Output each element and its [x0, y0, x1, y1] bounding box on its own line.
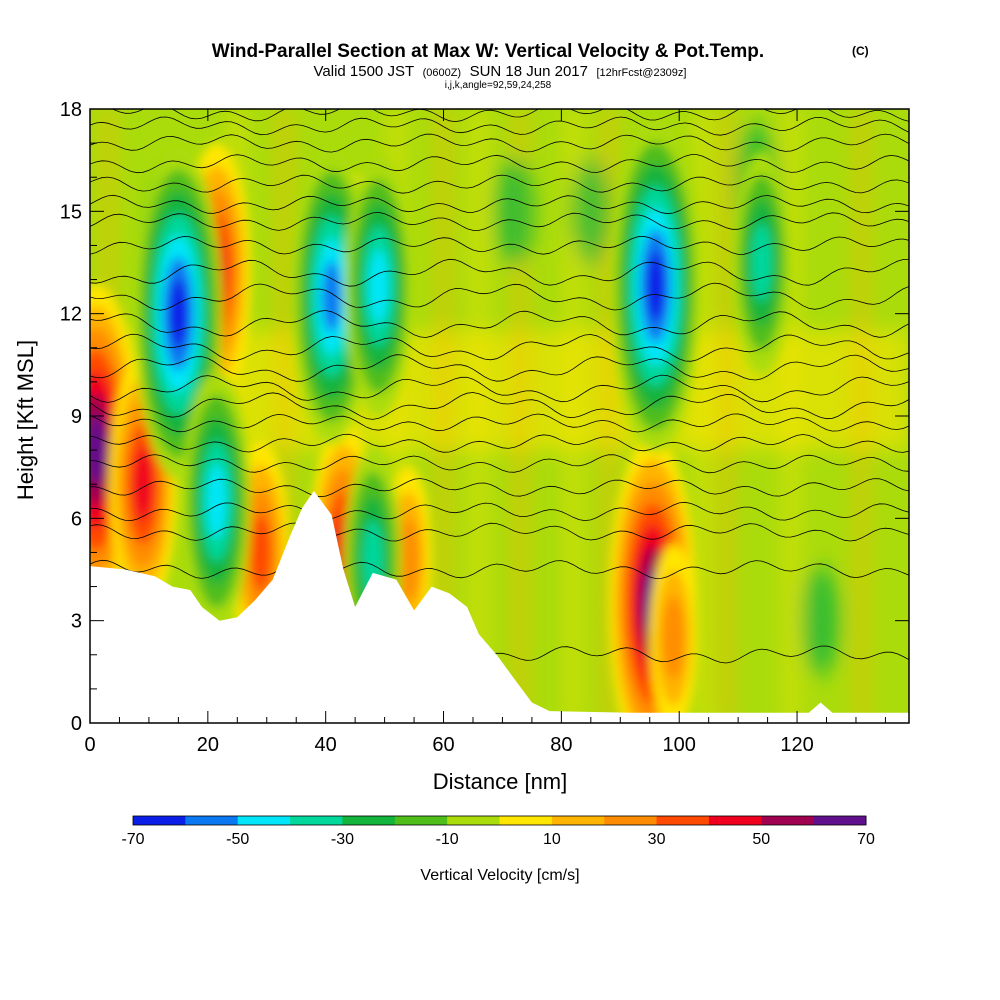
x-tick-label: 20 — [197, 734, 219, 756]
colorbar-swatch — [761, 816, 815, 825]
colorbar-tick-label: 70 — [857, 831, 875, 848]
isentrope — [90, 133, 909, 153]
isentrope — [90, 501, 909, 522]
colorbar-swatch — [185, 816, 239, 825]
velocity-cores — [90, 120, 791, 723]
copyright-mark: (C) — [852, 44, 869, 58]
y-axis-ticks: 0 3 6 9 12 15 18 — [60, 99, 909, 735]
isentrope — [90, 433, 909, 453]
subtitle-utc: (0600Z) — [423, 67, 462, 79]
y-tick-label: 15 — [60, 201, 82, 223]
downdraft-core — [206, 464, 227, 539]
x-tick-label: 120 — [780, 734, 813, 756]
chart-title: Wind-Parallel Section at Max W: Vertical… — [212, 41, 764, 62]
colorbar-swatch — [447, 816, 500, 825]
isentrope — [90, 116, 909, 136]
colorbar-tick-label: -10 — [436, 831, 459, 848]
x-axis-ticks: 0 20 40 60 80 100 120 — [84, 109, 886, 756]
isentrope — [90, 310, 909, 338]
x-tick-label: 40 — [315, 734, 337, 756]
x-tick-label: 0 — [84, 734, 95, 756]
isentrope — [90, 282, 909, 311]
colorbar-swatch — [813, 816, 867, 825]
field-streak — [785, 109, 798, 723]
colorbar-swatch — [604, 816, 658, 825]
isentrope — [90, 194, 909, 215]
colorbar-tick-label: -70 — [121, 831, 144, 848]
field-streak — [437, 109, 450, 723]
subtitle-date: SUN 18 Jun 2017 — [470, 63, 588, 80]
field-green-column — [570, 156, 611, 267]
isentrope — [90, 478, 909, 498]
isentrope — [90, 174, 909, 194]
isentrope — [111, 109, 909, 123]
isentrope — [90, 154, 909, 174]
isentrope — [90, 559, 909, 579]
colorbar-swatch — [551, 816, 605, 825]
downdraft-core — [169, 278, 188, 349]
isentrope — [90, 333, 909, 362]
field-streak — [696, 109, 709, 723]
colorbar-tick-label: -50 — [226, 831, 249, 848]
updraft-core — [662, 595, 684, 680]
downdraft-core — [751, 223, 772, 302]
isentrope — [90, 522, 909, 542]
field-green-column — [800, 565, 841, 676]
colorbar-tick-label: -30 — [331, 831, 354, 848]
colorbar-swatch — [290, 816, 343, 825]
x-tick-label: 80 — [550, 734, 572, 756]
y-tick-label: 0 — [71, 713, 82, 735]
updraft-core — [133, 447, 153, 522]
potential-temperature-contours — [90, 109, 909, 665]
colorbar-swatch — [656, 816, 710, 825]
colorbar-swatch — [708, 816, 762, 825]
colorbar-frame — [132, 815, 867, 826]
field-streak — [567, 109, 580, 723]
isentrope — [90, 374, 909, 403]
y-tick-label: 12 — [60, 304, 82, 326]
y-tick-label: 6 — [71, 508, 82, 530]
colorbar-label: Vertical Velocity [cm/s] — [420, 867, 579, 884]
y-tick-label: 18 — [60, 99, 82, 121]
isentrope — [90, 454, 909, 474]
colorbar-tick-label: 50 — [752, 831, 770, 848]
chart-subtitle: Valid 1500 JST (0600Z) SUN 18 Jun 2017 [… — [314, 63, 687, 80]
isentrope — [90, 413, 909, 433]
colorbar-swatch — [499, 816, 553, 825]
colorbar-swatch — [342, 816, 396, 825]
downdraft-core — [646, 251, 665, 322]
y-tick-label: 9 — [71, 406, 82, 428]
y-tick-label: 3 — [71, 611, 82, 633]
terrain-profile — [90, 491, 909, 723]
y-axis-label: Height [Kft MSL] — [13, 340, 38, 500]
colorbar-swatch — [394, 816, 448, 825]
downdraft-core — [322, 260, 342, 333]
colorbar-swatch — [133, 816, 186, 825]
x-tick-label: 60 — [432, 734, 454, 756]
updraft-core — [250, 513, 271, 592]
colorbar: -70 -50 -30 -10 10 30 50 70 — [121, 815, 875, 848]
colorbar-tick-label: 10 — [543, 831, 561, 848]
updraft-core — [90, 415, 106, 486]
x-tick-label: 100 — [663, 734, 696, 756]
colorbar-tick-label: 30 — [648, 831, 666, 848]
isentrope — [90, 211, 909, 231]
updraft-core — [397, 517, 419, 602]
terrain-mask — [90, 491, 909, 723]
grid-info: i,j,k,angle=92,59,24,258 — [445, 80, 552, 91]
downdraft-core — [368, 249, 389, 324]
x-axis-label: Distance [nm] — [433, 769, 568, 794]
subtitle-valid: Valid 1500 JST — [314, 63, 415, 80]
isentrope — [90, 392, 909, 420]
subtitle-forecast: [12hrFcst@2309z] — [596, 67, 686, 79]
isentrope — [90, 235, 909, 255]
field-streak — [855, 109, 868, 723]
isentrope — [90, 258, 909, 287]
colorbar-swatch — [237, 816, 291, 825]
isentrope — [90, 354, 909, 382]
field-green-column — [494, 156, 535, 267]
